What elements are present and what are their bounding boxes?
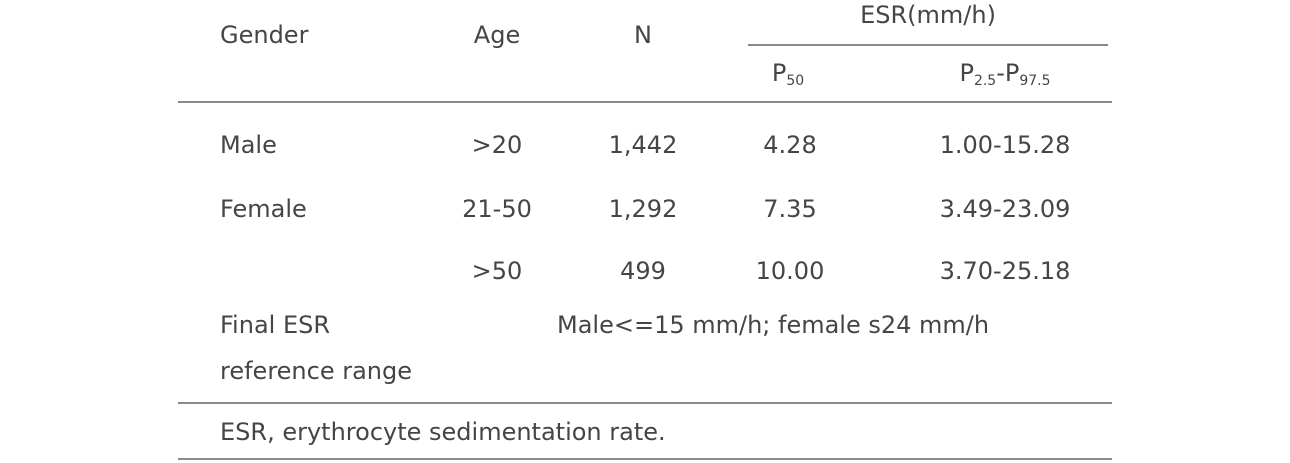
cell-n: 499 xyxy=(620,257,666,285)
range-dash: - xyxy=(996,59,1005,87)
bottom-rule xyxy=(178,458,1112,460)
cell-range: 3.49-23.09 xyxy=(939,195,1071,223)
range-sub2: 97.5 xyxy=(1019,73,1051,89)
body-divider xyxy=(178,402,1112,404)
cell-p50: 4.28 xyxy=(763,131,817,159)
p50-sub: 50 xyxy=(786,73,805,89)
cell-range: 1.00-15.28 xyxy=(939,131,1071,159)
range-p1: P xyxy=(959,59,974,87)
cell-age: >20 xyxy=(471,131,523,159)
cell-n: 1,442 xyxy=(608,131,678,159)
cell-age: >50 xyxy=(471,257,523,285)
final-label-line2: reference range xyxy=(220,357,413,385)
cell-gender: Male xyxy=(220,131,277,159)
header-p50: P50 xyxy=(772,58,804,96)
range-sub1: 2.5 xyxy=(973,73,997,89)
header-range: P2.5-P97.5 xyxy=(959,58,1050,96)
header-age: Age xyxy=(473,21,521,49)
final-reference-range: Male<=15 mm/h; female s24 mm/h xyxy=(557,311,990,339)
header-divider xyxy=(178,101,1112,103)
header-n: N xyxy=(634,21,652,49)
cell-n: 1,292 xyxy=(608,195,678,223)
header-gender: Gender xyxy=(220,21,309,49)
cell-range: 3.70-25.18 xyxy=(939,257,1071,285)
range-p2: P xyxy=(1004,59,1020,87)
cell-age: 21-50 xyxy=(462,195,532,223)
p50-main: P xyxy=(771,59,787,87)
cell-p50: 10.00 xyxy=(755,257,825,285)
cell-gender: Female xyxy=(220,195,307,223)
header-group-divider xyxy=(748,44,1108,46)
final-label-line1: Final ESR xyxy=(220,311,331,339)
table-footnote: ESR, erythrocyte sedimentation rate. xyxy=(220,418,666,446)
cell-p50: 7.35 xyxy=(763,195,817,223)
header-esr: ESR(mm/h) xyxy=(860,1,996,29)
